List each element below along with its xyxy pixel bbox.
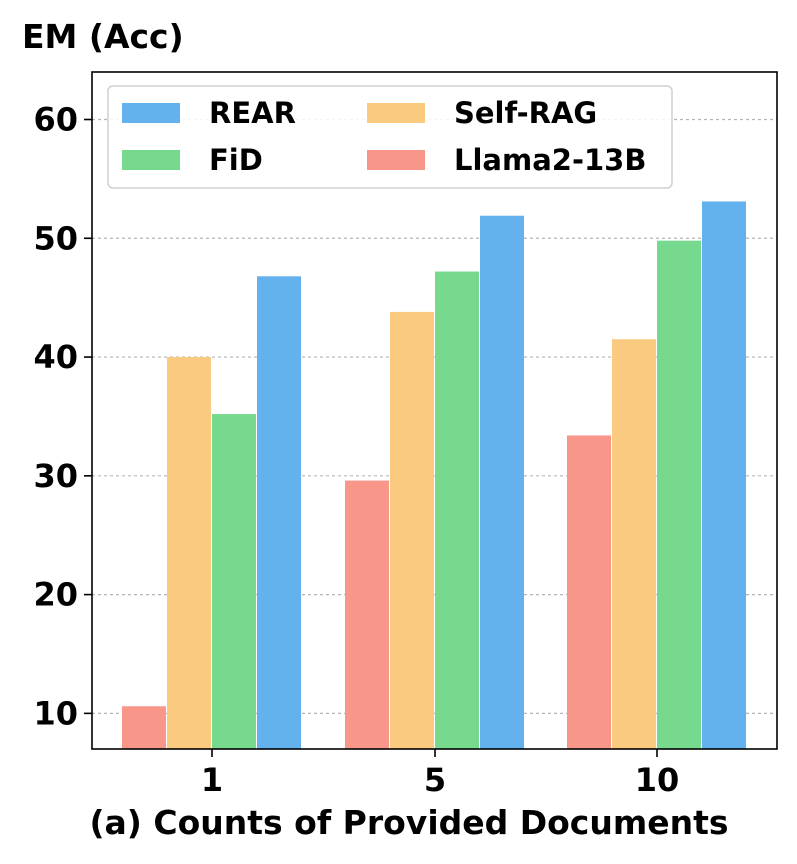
- legend-label: Self-RAG: [454, 96, 597, 130]
- y-tick-label: 50: [33, 219, 78, 257]
- x-tick-label: 5: [424, 761, 446, 799]
- legend-swatch: [122, 150, 180, 170]
- bar-fid-1: [212, 414, 256, 749]
- x-axis-ticks: 1 5 10: [201, 749, 679, 799]
- legend-label: FiD: [209, 143, 263, 177]
- bar-llama2-13b-5: [345, 480, 389, 749]
- x-axis-title: (a) Counts of Provided Documents: [89, 803, 728, 842]
- y-axis-ticks: 10 20 30 40 50 60: [33, 101, 92, 732]
- y-tick-label: 20: [33, 576, 78, 614]
- legend-swatch: [367, 150, 425, 170]
- legend-label: Llama2-13B: [454, 143, 646, 177]
- bar-fid-5: [435, 271, 479, 749]
- x-tick-label: 10: [635, 761, 680, 799]
- bar-llama2-13b-10: [567, 435, 611, 749]
- bars: [122, 201, 746, 750]
- y-tick-label: 30: [33, 457, 78, 495]
- bar-llama2-13b-1: [122, 706, 166, 749]
- legend-box: [107, 85, 673, 189]
- bar-rear-1: [257, 276, 301, 749]
- x-tick-label: 1: [201, 761, 223, 799]
- bar-self-rag-10: [612, 339, 656, 749]
- legend-swatch: [122, 103, 180, 123]
- bar-self-rag-5: [390, 311, 434, 749]
- y-tick-label: 40: [33, 338, 78, 376]
- y-tick-label: 60: [33, 101, 78, 139]
- y-axis-title: EM (Acc): [22, 17, 184, 56]
- legend-swatch: [367, 103, 425, 123]
- legend-label: REAR: [209, 96, 296, 130]
- legend: REAR Self-RAG FiD Llama2-13B: [107, 85, 673, 189]
- bar-rear-10: [702, 201, 746, 749]
- bar-fid-10: [657, 240, 701, 750]
- bar-rear-5: [480, 215, 524, 749]
- bar-self-rag-1: [167, 357, 211, 749]
- y-tick-label: 10: [33, 694, 78, 732]
